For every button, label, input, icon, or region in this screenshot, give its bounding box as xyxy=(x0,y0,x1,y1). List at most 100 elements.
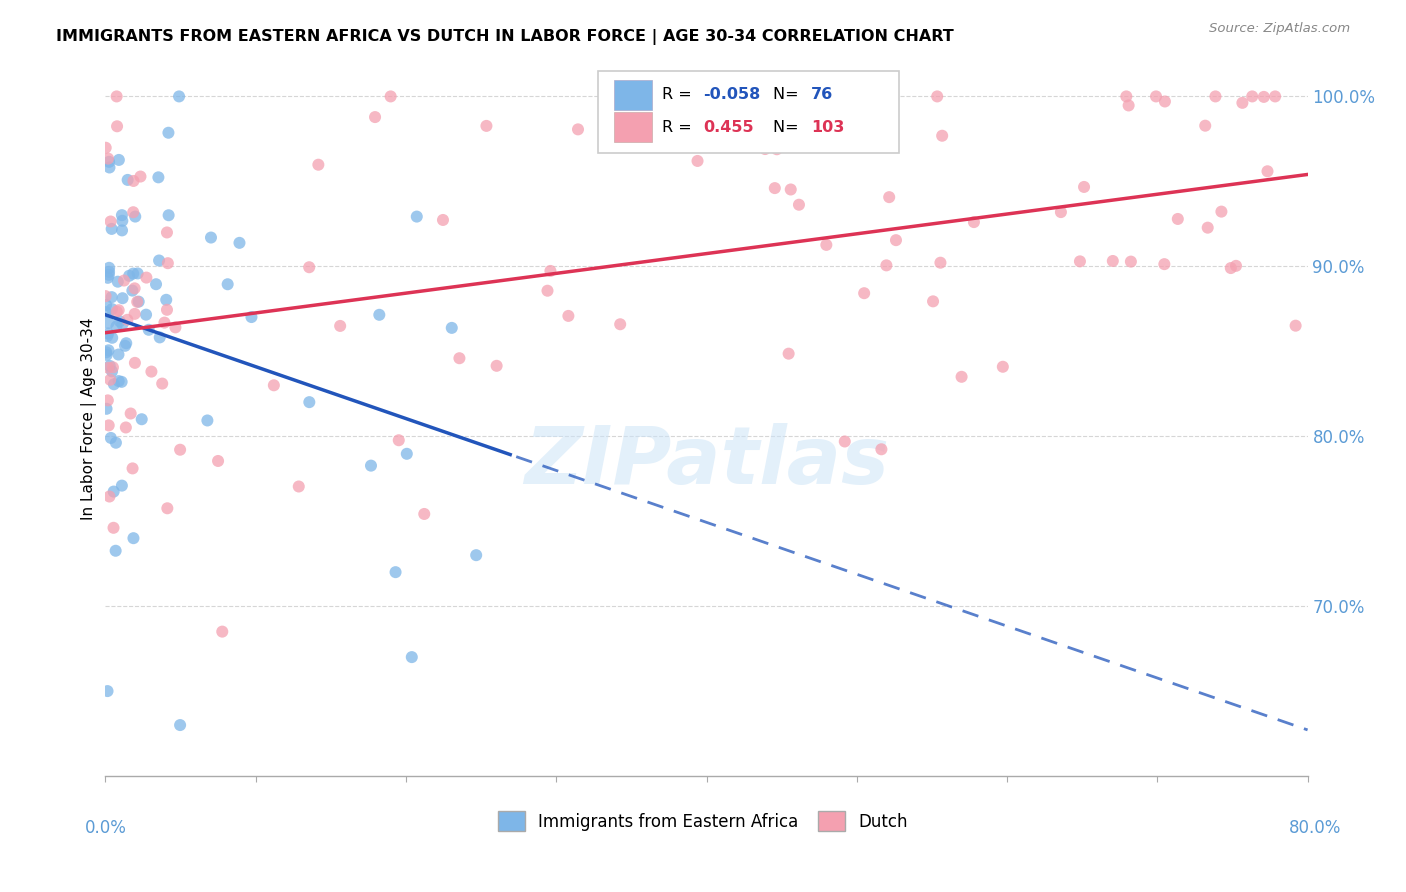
Point xyxy=(107,347,129,361)
Point xyxy=(96,401,118,416)
Point xyxy=(97,393,120,408)
Point xyxy=(217,277,239,292)
Text: 0.455: 0.455 xyxy=(703,120,754,135)
Point xyxy=(112,273,135,287)
Point xyxy=(115,420,138,434)
Point xyxy=(240,310,263,324)
Point xyxy=(1118,98,1140,112)
Point xyxy=(197,413,219,427)
Point xyxy=(117,313,139,327)
Point xyxy=(927,89,949,103)
Point xyxy=(228,235,250,250)
Point xyxy=(153,316,176,330)
Point xyxy=(853,286,876,301)
Point xyxy=(787,198,810,212)
Point xyxy=(1050,205,1073,219)
Point xyxy=(1194,119,1216,133)
Point xyxy=(609,318,631,332)
Point xyxy=(1232,95,1254,110)
Point xyxy=(135,308,157,322)
Point xyxy=(536,284,558,298)
Point xyxy=(1069,254,1091,268)
Point xyxy=(211,624,233,639)
Point xyxy=(127,294,149,309)
Point xyxy=(1204,89,1226,103)
Point xyxy=(298,395,321,409)
Point xyxy=(963,215,986,229)
Point xyxy=(717,122,740,136)
Point xyxy=(127,267,149,281)
Point xyxy=(1197,220,1219,235)
Point xyxy=(1211,204,1233,219)
Point xyxy=(97,343,120,358)
Point xyxy=(1153,257,1175,271)
Point xyxy=(97,270,120,285)
Point xyxy=(101,302,124,317)
Point xyxy=(115,336,138,351)
Point xyxy=(141,365,163,379)
Point xyxy=(97,360,120,375)
Point xyxy=(475,119,498,133)
Point xyxy=(834,434,856,449)
Point xyxy=(922,294,945,309)
Point xyxy=(103,521,125,535)
Point xyxy=(1119,254,1142,268)
Point xyxy=(100,290,122,304)
Point xyxy=(263,378,285,392)
Point xyxy=(124,356,146,370)
Point xyxy=(1154,95,1177,109)
Point xyxy=(884,233,907,247)
Point xyxy=(360,458,382,473)
Point xyxy=(98,265,121,279)
Point xyxy=(1167,211,1189,226)
Point xyxy=(94,305,117,319)
Point xyxy=(101,331,124,345)
Point xyxy=(124,281,146,295)
Point xyxy=(1284,318,1306,333)
Point xyxy=(111,478,134,492)
Point xyxy=(298,260,321,275)
Text: -0.058: -0.058 xyxy=(703,87,761,102)
Point xyxy=(1256,164,1278,178)
Point xyxy=(98,373,121,387)
Text: 80.0%: 80.0% xyxy=(1288,819,1341,837)
Text: R =: R = xyxy=(662,87,697,102)
Text: 103: 103 xyxy=(811,120,845,135)
Point xyxy=(108,153,131,167)
Point xyxy=(97,268,120,282)
Point xyxy=(200,230,222,244)
Point xyxy=(931,128,953,143)
Point xyxy=(156,501,179,516)
Point xyxy=(104,543,127,558)
Text: 0.0%: 0.0% xyxy=(84,819,127,837)
Point xyxy=(96,329,118,343)
Point xyxy=(94,289,117,303)
Point xyxy=(1101,254,1123,268)
Point xyxy=(449,351,471,366)
Point xyxy=(111,223,134,237)
Point xyxy=(287,479,309,493)
Point xyxy=(754,142,776,156)
Point xyxy=(145,277,167,292)
Point xyxy=(96,684,118,698)
Point xyxy=(111,214,134,228)
Point xyxy=(122,531,145,545)
FancyBboxPatch shape xyxy=(599,71,898,153)
Point xyxy=(121,284,143,298)
Point xyxy=(114,339,136,353)
Point xyxy=(111,318,134,332)
Point xyxy=(107,303,129,318)
Point xyxy=(96,348,118,362)
Point xyxy=(1115,89,1137,103)
Point xyxy=(157,126,180,140)
Point xyxy=(97,152,120,166)
Point xyxy=(100,214,122,228)
Point xyxy=(107,374,129,388)
Point xyxy=(207,454,229,468)
Point xyxy=(128,294,150,309)
Point xyxy=(870,442,893,457)
Point xyxy=(121,461,143,475)
Point xyxy=(686,153,709,168)
Point xyxy=(384,565,406,579)
Point xyxy=(118,268,141,283)
